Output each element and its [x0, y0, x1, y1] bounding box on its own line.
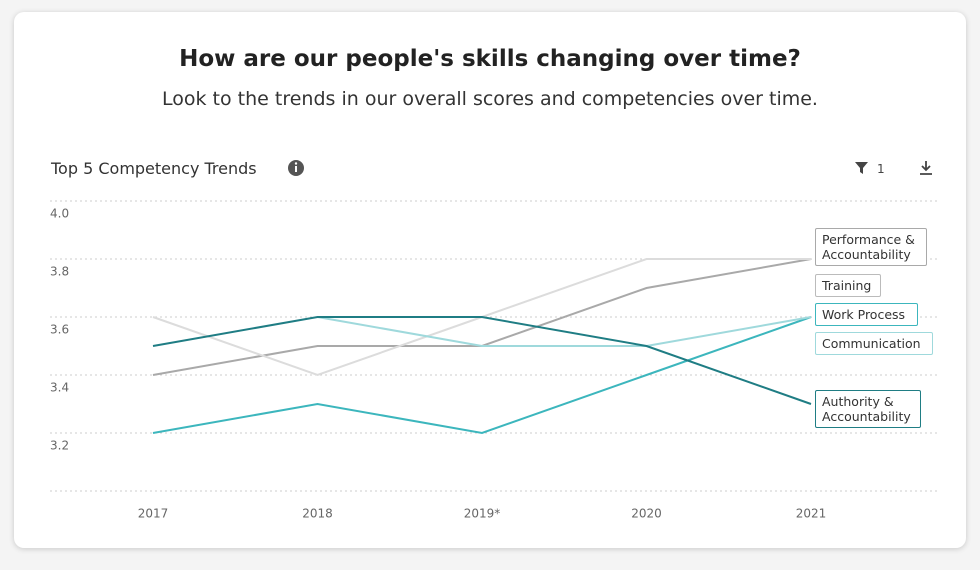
- y-tick-label: 4.0: [50, 207, 69, 221]
- legend-label: Training: [815, 274, 881, 297]
- x-tick-label: 2020: [631, 507, 662, 521]
- download-icon[interactable]: [920, 161, 932, 175]
- y-tick-label: 3.8: [50, 265, 69, 279]
- y-tick-label: 3.4: [50, 381, 69, 395]
- legend-label: Communication: [815, 332, 933, 355]
- chart-title: Top 5 Competency Trends: [51, 159, 257, 178]
- filter-count[interactable]: 1: [877, 162, 885, 176]
- x-tick-label: 2018: [302, 507, 333, 521]
- legend-label: Work Process: [815, 303, 918, 326]
- series-line: [152, 316, 812, 435]
- series-line: [152, 316, 812, 405]
- y-tick-label: 3.2: [50, 439, 69, 453]
- x-tick-label: 2021: [796, 507, 827, 521]
- info-glyph: [295, 166, 297, 172]
- legend-label: Performance & Accountability: [815, 228, 927, 266]
- legend-label: Authority & Accountability: [815, 390, 921, 428]
- page-title: How are our people's skills changing ove…: [179, 46, 801, 72]
- page-subtitle: Look to the trends in our overall scores…: [162, 88, 818, 110]
- series-line: [317, 316, 812, 347]
- card: [14, 12, 966, 548]
- y-tick-label: 3.6: [50, 323, 69, 337]
- info-glyph: [294, 162, 298, 165]
- filter-icon[interactable]: [855, 162, 868, 174]
- x-tick-label: 2017: [138, 507, 169, 521]
- x-tick-label: 2019*: [464, 507, 501, 521]
